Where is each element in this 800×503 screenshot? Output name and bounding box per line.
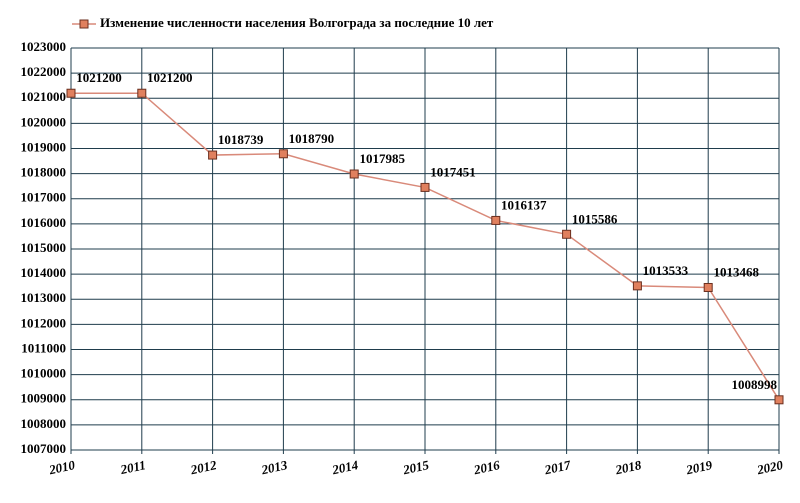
y-tick-label: 1007000	[21, 441, 67, 456]
y-tick-label: 1022000	[21, 64, 67, 79]
y-tick-label: 1023000	[21, 39, 67, 54]
data-label: 1021200	[76, 70, 122, 85]
x-tick-label: 2019	[684, 457, 714, 477]
data-point	[703, 282, 713, 292]
data-point	[137, 88, 147, 98]
data-label: 1017985	[359, 151, 405, 166]
data-point	[420, 182, 430, 192]
data-point	[208, 150, 218, 160]
data-label: 1013468	[713, 264, 759, 279]
data-label: 1013533	[643, 263, 689, 278]
x-tick-label: 2018	[613, 457, 643, 477]
data-point	[562, 229, 572, 239]
data-label: 1017451	[430, 164, 476, 179]
x-tick-label: 2015	[401, 457, 431, 477]
y-tick-label: 1014000	[21, 265, 67, 280]
y-tick-label: 1011000	[21, 340, 66, 355]
y-tick-label: 1012000	[21, 315, 67, 330]
data-point	[632, 281, 642, 291]
y-tick-label: 1010000	[21, 366, 67, 381]
data-label: 1015586	[572, 211, 618, 226]
data-label: 1018790	[289, 131, 335, 146]
y-tick-label: 1016000	[21, 215, 67, 230]
data-point	[774, 395, 784, 405]
data-point	[491, 215, 501, 225]
x-tick-label: 2011	[118, 457, 147, 477]
y-tick-label: 1019000	[21, 139, 67, 154]
y-tick-label: 1020000	[21, 114, 67, 129]
legend-marker	[79, 19, 89, 29]
data-label: 1021200	[147, 70, 193, 85]
data-label: 1018739	[218, 132, 264, 147]
x-tick-label: 2017	[542, 457, 572, 477]
y-tick-label: 1017000	[21, 190, 67, 205]
x-tick-label: 2014	[330, 457, 360, 477]
data-point	[349, 169, 359, 179]
x-tick-label: 2010	[47, 457, 77, 477]
y-tick-label: 1008000	[21, 416, 67, 431]
legend-label: Изменение численности населения Волгогра…	[100, 15, 494, 30]
x-tick-label: 2020	[755, 457, 785, 477]
y-tick-label: 1013000	[21, 290, 67, 305]
data-point	[66, 88, 76, 98]
y-tick-label: 1009000	[21, 391, 67, 406]
x-tick-label: 2012	[188, 457, 218, 477]
data-point	[278, 149, 288, 159]
x-tick-label: 2016	[472, 457, 502, 477]
data-label: 1008998	[732, 377, 778, 392]
data-label: 1016137	[501, 197, 547, 212]
y-tick-label: 1015000	[21, 240, 67, 255]
y-tick-label: 1018000	[21, 165, 67, 180]
x-tick-label: 2013	[259, 457, 289, 477]
y-tick-label: 1021000	[21, 89, 67, 104]
